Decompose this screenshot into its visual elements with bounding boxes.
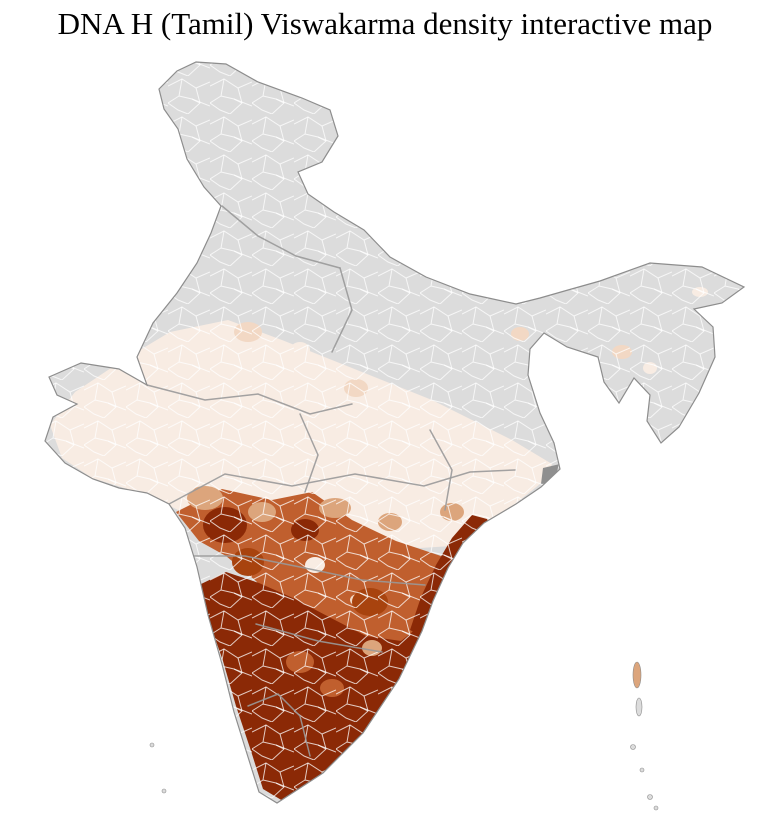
lakshadweep-islands[interactable] <box>149 742 167 794</box>
state-borders <box>146 205 516 757</box>
page-title: DNA H (Tamil) Viswakarma density interac… <box>57 6 713 41</box>
india-outline <box>44 61 746 804</box>
andaman-nicobar-islands[interactable] <box>630 661 659 811</box>
